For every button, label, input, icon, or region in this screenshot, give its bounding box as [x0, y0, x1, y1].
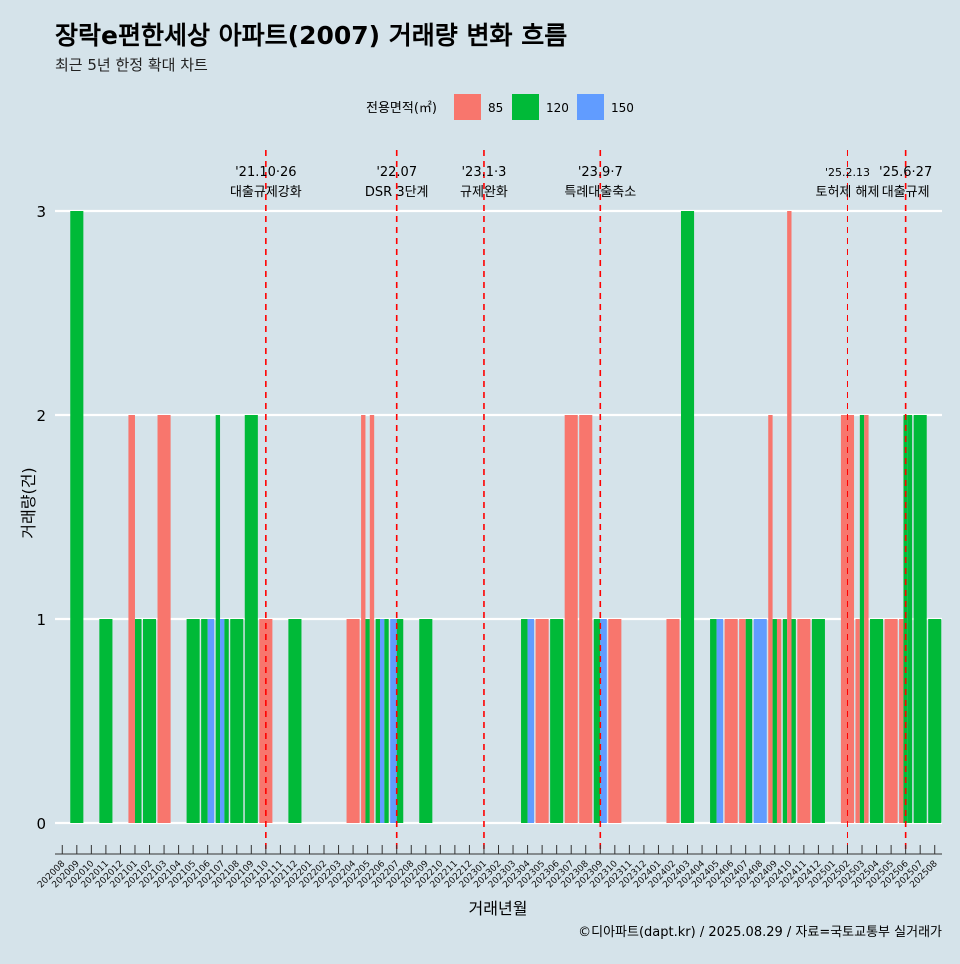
event-lines: '21.10·26 대출규제강화 '22.07 DSR 3단계 '23.1·3 규제완화 '…	[230, 150, 932, 854]
bar-202206-150	[379, 619, 385, 823]
bar-202409-85	[776, 619, 782, 823]
x-axis: 2020082020092020102020112020122021012021…	[36, 845, 942, 890]
event-label: 대출규제강화	[230, 185, 302, 200]
event-date: '23.1·3	[461, 165, 506, 180]
bar-202505-85	[884, 619, 898, 823]
legend-swatch-120	[512, 94, 539, 120]
bar-202009-120	[70, 211, 84, 823]
bar-202304-150	[527, 619, 535, 823]
bar-202506-120	[907, 415, 913, 823]
legend-swatch-85	[454, 94, 481, 120]
bar-202307-85	[564, 415, 578, 823]
bar-202411-85	[797, 619, 811, 823]
bar-202409-120	[772, 619, 777, 823]
event-date: '21.10·26	[235, 165, 296, 180]
bar-202410-85	[787, 211, 792, 823]
bar-202410-120	[791, 619, 796, 823]
bar-202308-85	[579, 415, 593, 823]
bar-202412-120	[811, 619, 825, 823]
bar-202502-85	[840, 415, 855, 823]
bar-202107-150	[220, 619, 225, 823]
bar-202107-120	[224, 619, 229, 823]
bar-202507-120	[913, 415, 927, 823]
event-date: '23.9·7	[578, 165, 623, 180]
bar-202205-85	[361, 415, 366, 823]
bar-202207-150	[390, 619, 397, 823]
y-tick-label: 1	[36, 611, 46, 629]
bar-202207-120	[396, 619, 404, 823]
y-tick-label: 0	[36, 815, 46, 833]
bar-202503-120	[859, 415, 865, 823]
bar-202403-120	[680, 211, 695, 823]
bar-202305-85	[535, 619, 549, 823]
bar-202309-150	[600, 619, 607, 823]
bar-202410-120	[782, 619, 788, 823]
bar-202107-120	[215, 415, 221, 823]
legend-title: 전용면적(㎡)	[366, 101, 437, 116]
bar-202504-120	[870, 619, 884, 823]
y-axis-label: 거래량(건)	[19, 467, 38, 538]
bar-202105-120	[186, 619, 200, 823]
bar-202109-120	[244, 415, 258, 823]
bars	[70, 211, 942, 823]
bar-202209-120	[419, 619, 433, 823]
bar-202110-85	[259, 619, 273, 823]
legend-label-85: 85	[488, 101, 503, 115]
bar-202204-85	[346, 619, 360, 823]
bar-202503-85	[855, 619, 860, 823]
y-tick-label: 3	[36, 203, 46, 221]
bar-202206-120	[375, 619, 380, 823]
legend: 전용면적(㎡) 85 120 150	[366, 94, 634, 120]
bar-202508-120	[928, 619, 942, 823]
y-axis-ticks: 0 1 2 3	[36, 203, 46, 833]
legend-swatch-150	[577, 94, 604, 120]
event-date: '25.6·27	[879, 165, 932, 180]
bar-202406-85	[724, 619, 738, 823]
bar-202310-85	[608, 619, 622, 823]
bar-202108-120	[230, 619, 244, 823]
bar-202405-120	[710, 619, 717, 823]
x-axis-label: 거래년월	[469, 899, 528, 918]
bar-202106-150	[207, 619, 215, 823]
bar-202102-120	[142, 619, 157, 823]
bar-202407-85	[739, 619, 746, 823]
event-date: '22.07	[376, 165, 417, 180]
chart-subtitle: 최근 5년 한정 확대 차트	[55, 56, 208, 74]
event-label: 특례대출축소	[564, 185, 636, 200]
legend-label-120: 120	[546, 101, 569, 115]
bar-202205-120	[365, 619, 370, 823]
chart-title: 장락e편한세상 아파트(2007) 거래량 변화 흐름	[55, 21, 567, 50]
bar-202205-85	[369, 415, 375, 823]
bar-202506-85	[899, 619, 904, 823]
bar-202206-120	[384, 619, 389, 823]
y-tick-label: 2	[36, 407, 46, 425]
bar-202503-85	[864, 415, 869, 823]
bar-202405-150	[716, 619, 724, 823]
event-date: '25.2.13	[825, 166, 870, 179]
bar-202402-85	[666, 619, 680, 823]
event-label: 규제완화	[460, 185, 508, 200]
bar-202101-85	[128, 415, 135, 823]
event-label: 대출규제	[882, 185, 930, 200]
bar-202103-85	[157, 415, 171, 823]
bar-202506-120	[903, 415, 908, 823]
bar-202304-120	[521, 619, 528, 823]
bar-202407-120	[745, 619, 753, 823]
event-label: DSR 3단계	[365, 185, 429, 200]
bar-202112-120	[288, 619, 302, 823]
bar-202306-120	[550, 619, 564, 823]
caption: ©디아파트(dapt.kr) / 2025.08.29 / 자료=국토교통부 실…	[578, 925, 942, 940]
legend-label-150: 150	[611, 101, 634, 115]
bar-202409-85	[768, 415, 773, 823]
bar-202309-120	[593, 619, 601, 823]
bar-202106-120	[201, 619, 208, 823]
bar-202408-150	[753, 619, 767, 823]
bar-202011-120	[99, 619, 113, 823]
bar-202101-120	[134, 619, 142, 823]
event-label: 토허제 해제	[816, 185, 880, 200]
